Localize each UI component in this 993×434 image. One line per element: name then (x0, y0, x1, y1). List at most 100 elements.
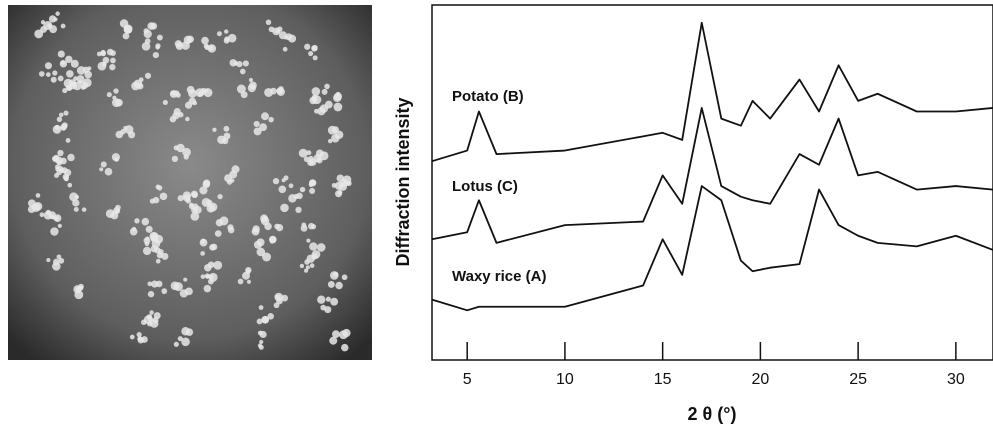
speck (134, 218, 140, 224)
speck (329, 336, 338, 345)
speck (227, 224, 234, 231)
speck (264, 222, 272, 231)
speck (155, 258, 161, 264)
speck (40, 20, 46, 25)
speck (147, 290, 155, 298)
speck (182, 147, 191, 157)
speck (224, 29, 229, 34)
speck (109, 63, 116, 71)
speck (317, 107, 326, 116)
speck (324, 83, 330, 90)
speck (80, 84, 86, 90)
speck (82, 78, 92, 88)
x-tick-label: 20 (751, 371, 769, 388)
speck (106, 48, 114, 56)
speck (312, 55, 318, 61)
speck (259, 123, 267, 132)
speck (203, 284, 212, 293)
speck (176, 143, 185, 153)
speck (253, 120, 260, 128)
speck (69, 192, 79, 202)
speck (58, 257, 65, 264)
speck (330, 271, 339, 280)
speck (311, 253, 318, 260)
speck (67, 85, 73, 91)
speck (337, 190, 343, 195)
x-tick-label: 25 (849, 371, 867, 388)
speck (65, 55, 73, 64)
speck (46, 258, 51, 263)
speck (341, 274, 348, 281)
speck (66, 70, 74, 78)
speck (288, 194, 297, 203)
speck (324, 100, 333, 109)
speck (123, 24, 133, 34)
speck (336, 174, 345, 182)
speck (295, 206, 302, 214)
speck (102, 56, 110, 64)
speck (56, 254, 62, 260)
speck (341, 343, 349, 352)
speck (311, 87, 321, 96)
series-line (431, 185, 993, 312)
speck (185, 116, 190, 122)
speck (39, 212, 45, 218)
speck (161, 288, 168, 295)
speck (52, 262, 61, 271)
speck (305, 265, 310, 270)
speck (44, 62, 52, 70)
speck (312, 95, 322, 105)
speck (122, 32, 130, 40)
speck (245, 266, 252, 274)
speck (259, 330, 267, 339)
speck (183, 277, 188, 282)
speck (62, 87, 68, 94)
speck (280, 203, 289, 213)
speck (100, 161, 107, 168)
speck (209, 244, 216, 251)
speck (114, 157, 119, 162)
speck (175, 42, 184, 50)
speck (56, 160, 63, 166)
speck (61, 167, 68, 174)
speck (115, 98, 123, 107)
speck (299, 263, 305, 269)
series-line (431, 107, 993, 244)
speck (161, 252, 169, 260)
x-tick-label: 5 (463, 371, 472, 388)
speck (236, 84, 246, 94)
speck (162, 99, 168, 106)
speck (259, 339, 264, 345)
speck (276, 87, 284, 95)
speck (50, 227, 59, 236)
speck (217, 193, 223, 200)
speck (150, 319, 159, 328)
speck (261, 316, 270, 324)
speck (253, 127, 262, 136)
speck (177, 195, 184, 202)
speck (155, 280, 163, 288)
speck (57, 149, 64, 157)
plot-frame (431, 4, 993, 361)
speck (268, 116, 274, 123)
speck (288, 34, 297, 43)
speck (325, 296, 331, 302)
speck (186, 85, 195, 94)
speck (208, 278, 214, 285)
speck (84, 70, 93, 79)
speck (223, 37, 230, 44)
y-axis-label: Diffraction intensity (393, 97, 413, 266)
speck (327, 280, 335, 288)
speck (253, 240, 262, 249)
speck (72, 81, 82, 91)
speck (303, 156, 310, 163)
speck (60, 23, 66, 29)
speck (173, 341, 179, 347)
speck (145, 236, 150, 241)
speck (264, 87, 274, 97)
speck (173, 145, 179, 151)
speck (214, 230, 222, 237)
speck (45, 72, 51, 77)
speck (283, 35, 288, 40)
speck (320, 304, 327, 311)
